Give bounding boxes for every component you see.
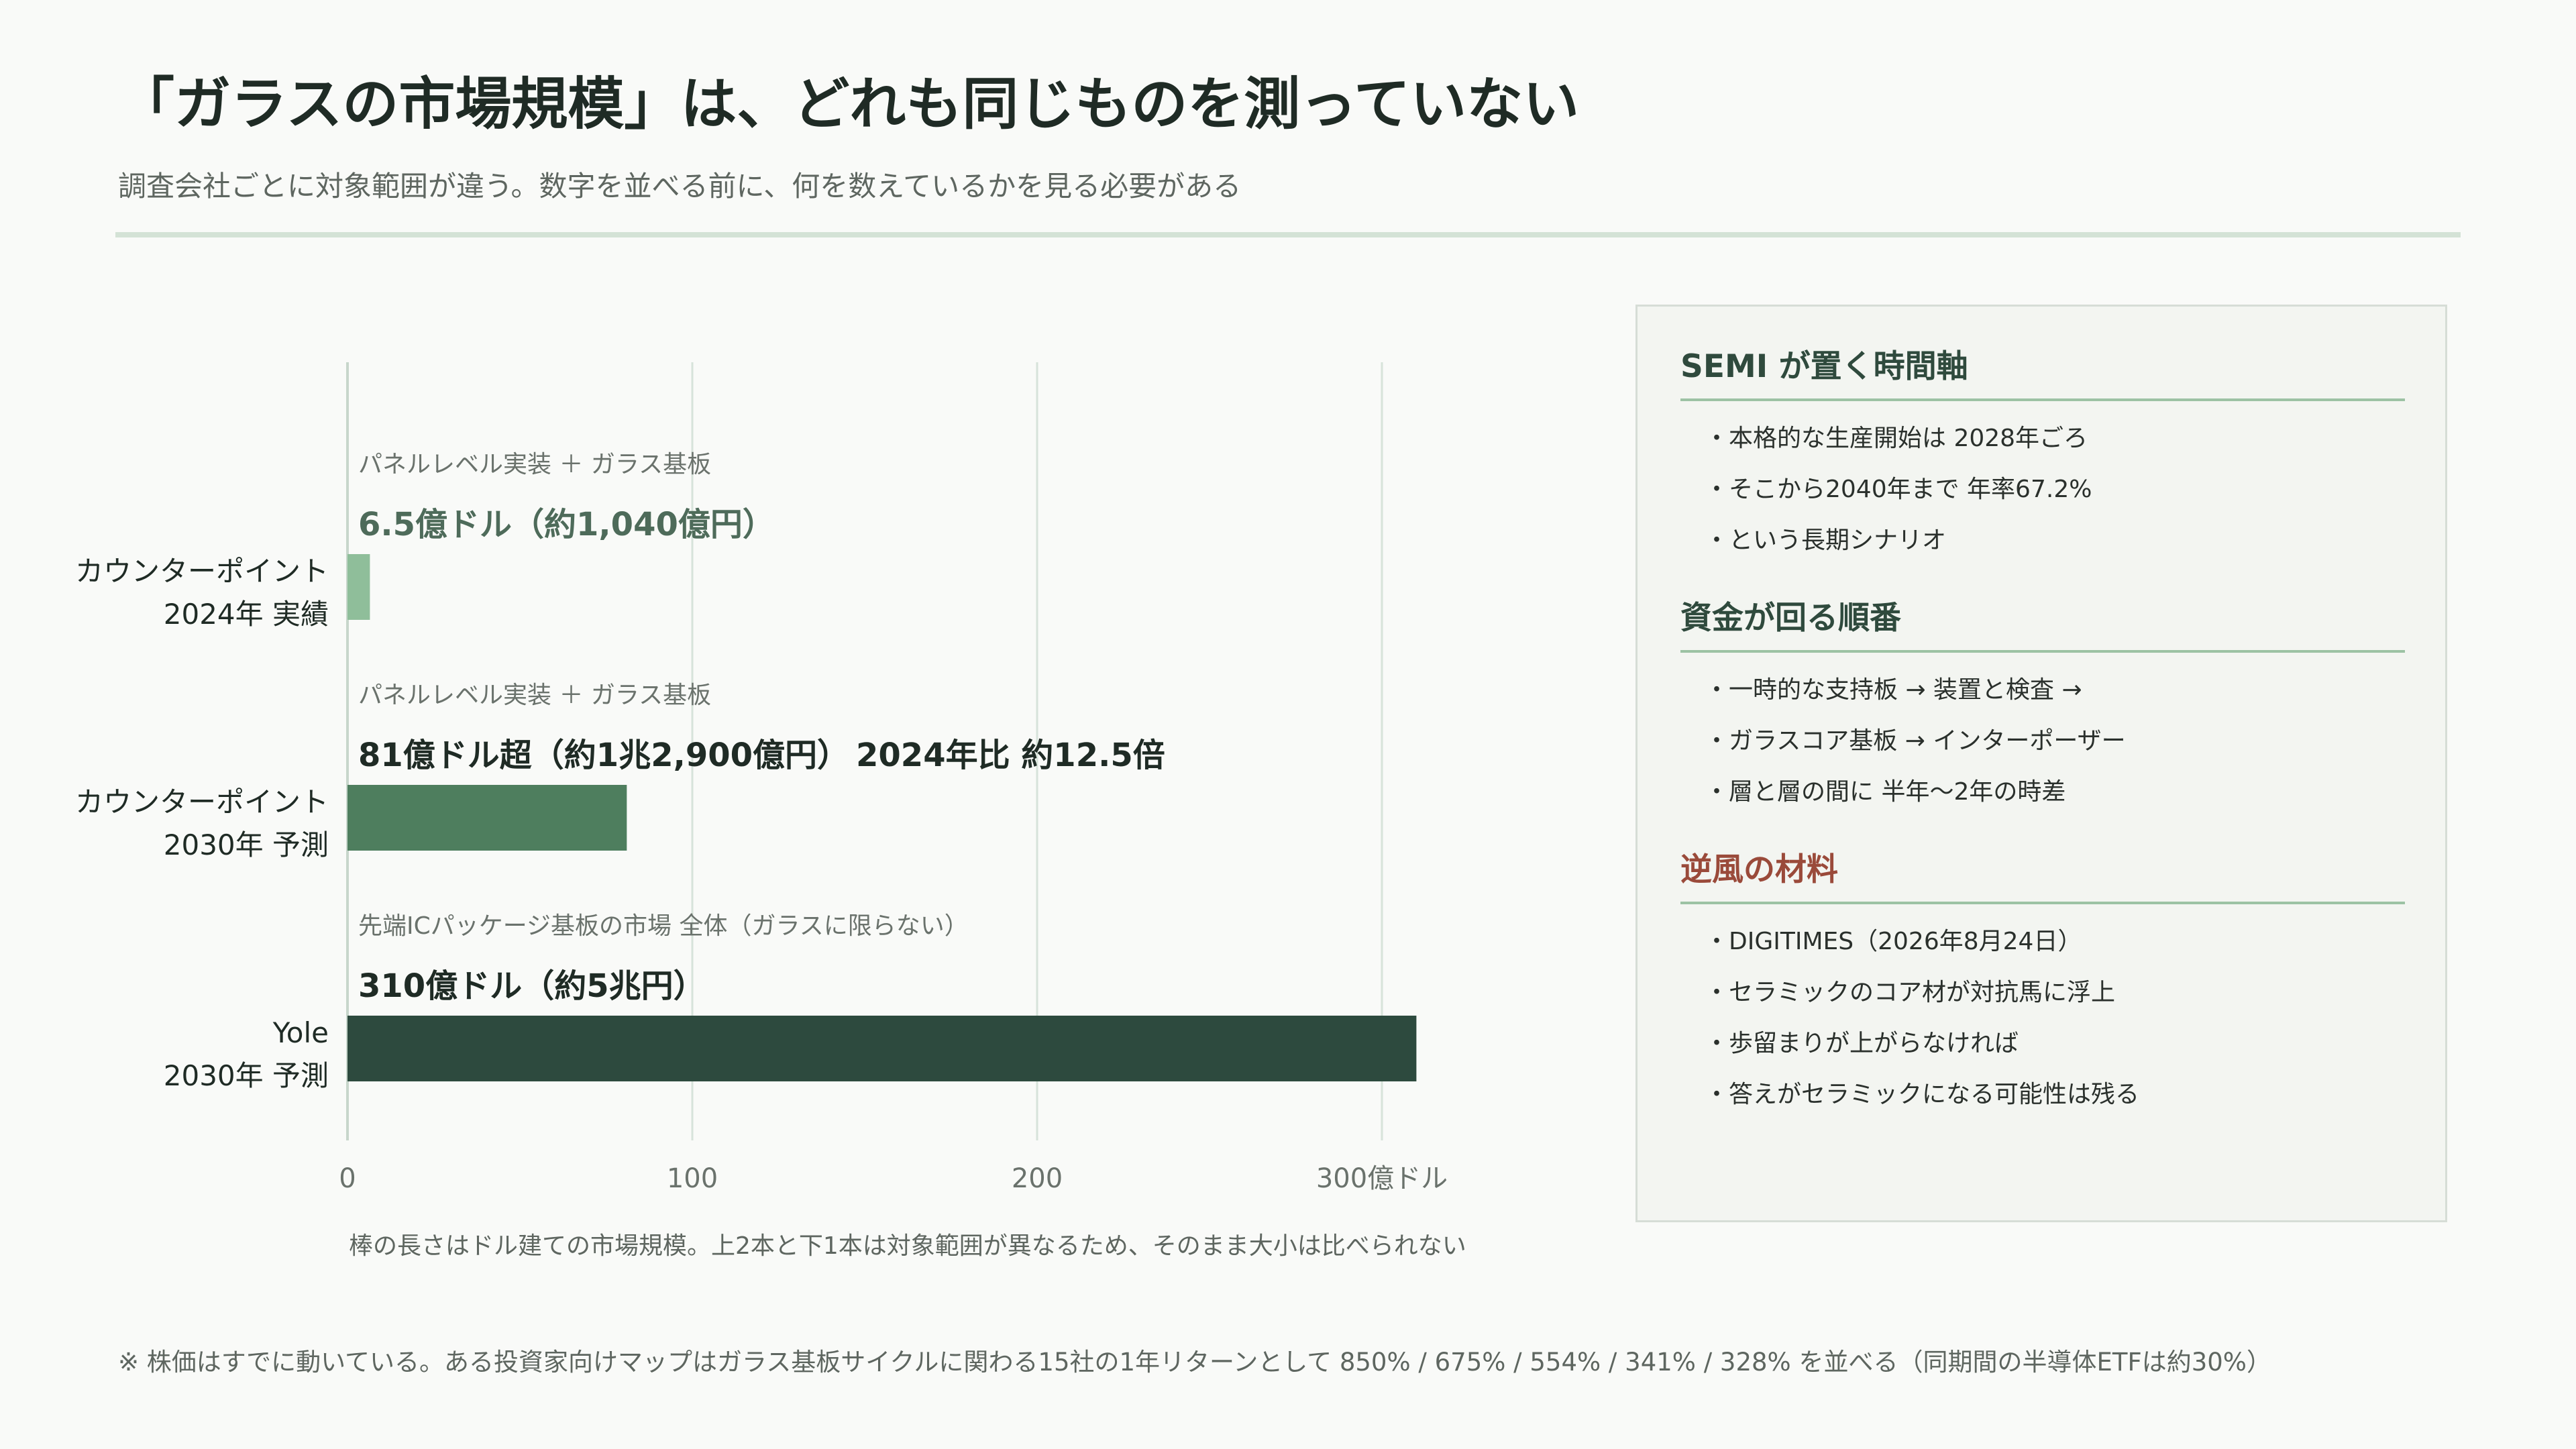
list-item: ・層と層の間に 半年〜2年の時差 — [1705, 778, 2066, 806]
data-label: 81億ドル超（約1兆2,900億円） — [358, 737, 849, 774]
category-label: 2024年 実績 — [164, 598, 329, 631]
section-title: SEMI が置く時間軸 — [1680, 340, 2405, 401]
list-item: ・という長期シナリオ — [1705, 527, 1947, 554]
list-item: ・セラミックのコア材が対抗馬に浮上 — [1705, 979, 2116, 1006]
list-item: ・そこから2040年まで 年率67.2% — [1705, 476, 2092, 503]
section-title: 資金が回る順番 — [1680, 592, 2405, 653]
data-label: 6.5億ドル（約1,040億円） — [358, 506, 775, 543]
bar — [347, 1016, 1417, 1081]
footnote: ※ 株価はすでに動いている。ある投資家向けマップはガラス基板サイクルに関わる15… — [118, 1348, 2271, 1377]
list-item: ・一時的な支持板 → 装置と検査 → — [1705, 676, 2082, 704]
category-label: カウンターポイント — [75, 786, 329, 818]
page-subtitle: 調査会社ごとに対象範囲が違う。数字を並べる前に、何を数えているかを見る必要がある — [118, 170, 1242, 203]
list-item: ・答えがセラミックになる可能性は残る — [1705, 1081, 2140, 1108]
data-label: 310億ドル（約5兆円） — [358, 967, 706, 1005]
side-panel: SEMI が置く時間軸 ・本格的な生産開始は 2028年ごろ ・そこから2040… — [1635, 305, 2447, 1222]
x-tick-label: 300億ドル — [1316, 1163, 1448, 1194]
scope-label: パネルレベル実装 ＋ ガラス基板 — [358, 682, 711, 709]
list-item: ・ガラスコア基板 → インターポーザー — [1705, 727, 2126, 755]
section-semi-timeline: SEMI が置く時間軸 ・本格的な生産開始は 2028年ごろ ・そこから2040… — [1680, 340, 2405, 566]
bar — [347, 785, 627, 851]
category-label: 2030年 予測 — [164, 1059, 329, 1092]
category-label: Yole — [272, 1016, 329, 1049]
section-headwinds: 逆風の材料 ・DIGITIMES（2026年8月24日） ・セラミックのコア材が… — [1680, 843, 2405, 1120]
x-tick-label: 200 — [1012, 1163, 1063, 1194]
section-capital-order: 資金が回る順番 ・一時的な支持板 → 装置と検査 → ・ガラスコア基板 → イン… — [1680, 592, 2405, 818]
x-tick-label: 0 — [339, 1163, 356, 1194]
category-label: 2030年 予測 — [164, 828, 329, 861]
page-title: 「ガラスの市場規模」は、どれも同じものを測っていない — [118, 71, 1580, 137]
section-title: 逆風の材料 — [1680, 843, 2405, 904]
category-label: カウンターポイント — [75, 555, 329, 588]
growth-label: 2024年比 約12.5倍 — [856, 737, 1165, 774]
scope-label: パネルレベル実装 ＋ ガラス基板 — [358, 451, 711, 478]
list-item: ・歩留まりが上がらなければ — [1705, 1030, 2019, 1057]
chart-caption: 棒の長さはドル建ての市場規模。上2本と下1本は対象範囲が異なるため、そのまま大小… — [349, 1232, 1466, 1260]
list-item: ・本格的な生産開始は 2028年ごろ — [1705, 425, 2088, 452]
bar — [347, 554, 370, 620]
list-item: ・DIGITIMES（2026年8月24日） — [1705, 928, 2082, 955]
header-divider — [115, 232, 2461, 237]
scope-label: 先端ICパッケージ基板の市場 全体（ガラスに限らない） — [358, 912, 969, 940]
x-tick-label: 100 — [667, 1163, 718, 1194]
